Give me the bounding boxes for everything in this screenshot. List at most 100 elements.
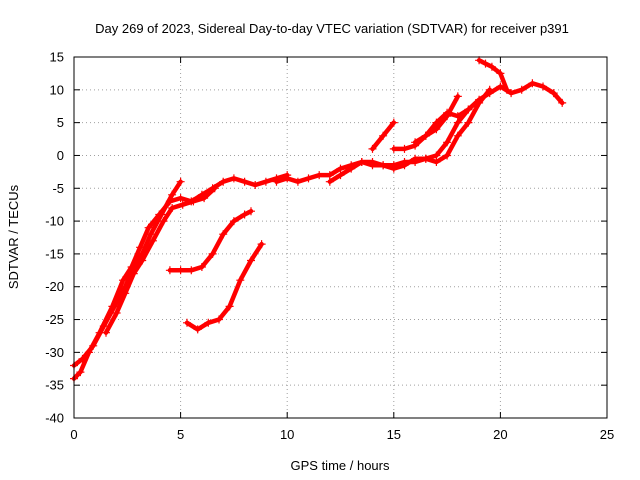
plot-area xyxy=(70,56,567,383)
series-line xyxy=(184,241,264,332)
data-point xyxy=(102,328,110,337)
x-tick-label: 0 xyxy=(70,427,77,442)
data-point xyxy=(389,164,398,173)
y-tick-label: -10 xyxy=(45,214,64,229)
data-point xyxy=(176,177,185,186)
series-line xyxy=(71,179,183,368)
data-point xyxy=(247,207,255,216)
data-point xyxy=(421,131,430,140)
x-tick-label: 5 xyxy=(177,427,184,442)
y-tick-label: -40 xyxy=(45,411,64,426)
y-tick-label: -5 xyxy=(52,181,64,196)
x-axis-label: GPS time / hours xyxy=(291,458,390,473)
series-line xyxy=(167,208,254,273)
series-arc-4 xyxy=(165,207,255,275)
data-point xyxy=(443,112,452,121)
data-point xyxy=(168,190,177,199)
series-arc-7 xyxy=(325,85,494,186)
data-point xyxy=(487,62,496,71)
data-point xyxy=(443,151,452,160)
data-point xyxy=(464,118,473,127)
data-point xyxy=(200,194,209,203)
data-point xyxy=(485,89,494,98)
data-point xyxy=(453,131,462,140)
data-point xyxy=(215,315,223,324)
data-point xyxy=(176,266,185,275)
data-point xyxy=(99,322,108,331)
series-arc-5 xyxy=(183,240,266,334)
data-point xyxy=(225,302,234,311)
data-point xyxy=(379,131,388,140)
data-point xyxy=(389,144,398,153)
data-point xyxy=(496,82,505,91)
x-tick-label: 25 xyxy=(600,427,614,442)
data-point xyxy=(528,79,537,88)
data-point xyxy=(204,318,213,327)
plot-frame xyxy=(73,56,608,419)
series-arc-8 xyxy=(368,118,398,153)
data-point xyxy=(183,318,191,327)
y-tick-label: -20 xyxy=(45,279,64,294)
data-point xyxy=(421,154,430,163)
data-point xyxy=(121,289,130,298)
data-point xyxy=(148,236,157,245)
series-arc-1 xyxy=(70,171,292,383)
series-arc-3 xyxy=(102,184,219,337)
data-point xyxy=(76,368,85,377)
data-point xyxy=(240,177,249,186)
y-tick-label: 0 xyxy=(57,148,64,163)
data-point xyxy=(304,174,313,183)
data-point xyxy=(432,158,441,166)
data-point xyxy=(208,249,217,258)
y-tick-label: -30 xyxy=(45,345,64,360)
y-tick-label: -15 xyxy=(45,246,64,261)
data-point xyxy=(507,89,516,98)
data-point xyxy=(157,210,166,219)
data-point xyxy=(481,59,490,68)
data-point xyxy=(379,161,388,170)
data-point xyxy=(443,138,452,147)
data-point xyxy=(138,256,147,265)
data-point xyxy=(261,177,270,186)
data-point xyxy=(272,177,281,186)
x-tick-label: 20 xyxy=(493,427,507,442)
data-point xyxy=(176,194,185,203)
data-point xyxy=(251,181,260,189)
data-point xyxy=(336,171,345,180)
data-point xyxy=(475,95,484,104)
data-point xyxy=(400,161,409,170)
axis-ticks: 0 5 10 15 20 25 -40 -35 -30 -25 -20 -15 -10 -5 0 5 10 15 xyxy=(45,50,614,443)
data-point xyxy=(496,69,505,78)
data-point xyxy=(146,230,155,239)
data-point xyxy=(159,217,168,226)
data-point xyxy=(144,223,153,232)
y-tick-label: 15 xyxy=(50,50,64,65)
x-tick-label: 10 xyxy=(280,427,294,442)
data-point xyxy=(411,138,420,147)
data-point xyxy=(257,240,266,249)
data-point xyxy=(247,256,255,265)
data-point xyxy=(315,171,324,180)
y-tick-label: -35 xyxy=(45,378,64,393)
data-point xyxy=(558,98,567,107)
data-point xyxy=(517,85,526,94)
data-point xyxy=(368,161,377,170)
data-point xyxy=(112,309,121,317)
data-point xyxy=(539,82,547,91)
y-tick-label: 10 xyxy=(50,82,64,97)
y-axis-label: SDTVAR / TECUs xyxy=(6,184,21,289)
data-point xyxy=(229,174,238,183)
data-point xyxy=(293,177,302,186)
y-tick-label: 5 xyxy=(57,115,64,130)
data-point xyxy=(78,354,87,363)
data-point xyxy=(219,230,228,239)
series-arc-11 xyxy=(411,92,462,147)
grid xyxy=(74,57,607,418)
data-point xyxy=(89,341,98,350)
data-point xyxy=(197,263,206,271)
data-point xyxy=(178,200,187,209)
data-point xyxy=(432,125,441,134)
data-point xyxy=(453,112,462,121)
y-tick-label: -25 xyxy=(45,312,64,327)
data-point xyxy=(368,144,377,153)
